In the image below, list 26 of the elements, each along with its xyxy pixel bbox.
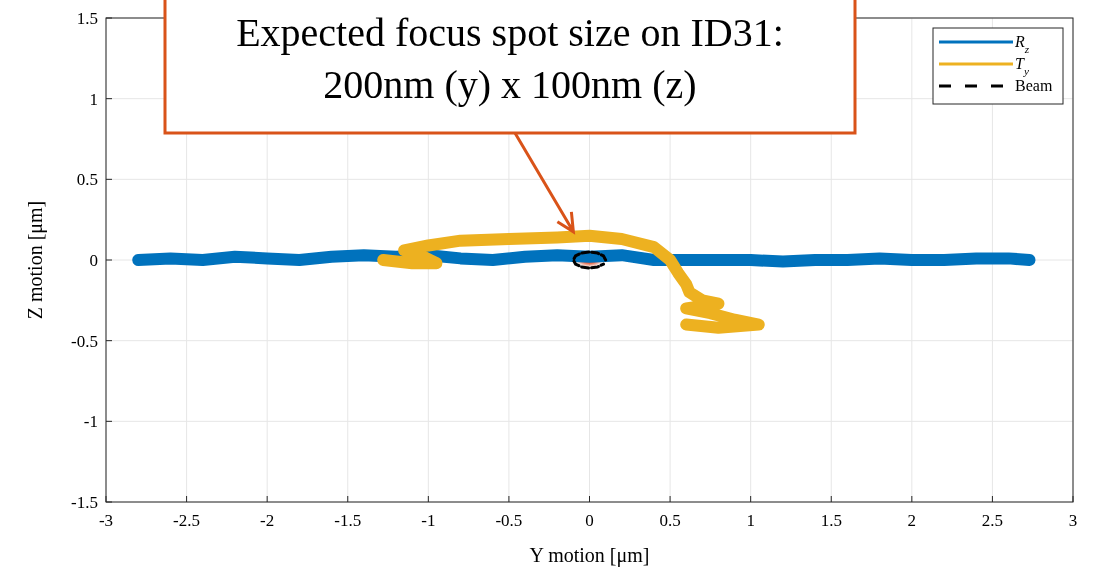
y-tick-label: -1.5 (71, 493, 98, 512)
x-tick-label: -1.5 (334, 511, 362, 530)
x-tick-label: -3 (98, 511, 114, 530)
x-tick-label: 0.5 (659, 511, 681, 530)
y-tick-label: 0 (89, 251, 98, 270)
x-axis-title: Y motion [μm] (529, 544, 650, 567)
x-tick-label: 0 (585, 511, 594, 530)
x-tick-label: -2 (260, 511, 275, 530)
legend-label: Beam (1015, 77, 1053, 94)
annotation: Expected focus spot size on ID31: 200nm (y) x 100nm (z) (236, 10, 784, 107)
x-tick-label: -0.5 (495, 511, 523, 530)
y-tick-label: 1 (89, 89, 98, 109)
x-tick-label: 2 (907, 511, 917, 530)
x-tick-label: -2.5 (173, 511, 201, 530)
legend-label: R$_{z}$ (1014, 33, 1030, 55)
y-tick-label: -0.5 (71, 331, 98, 351)
y-tick-label: 0.5 (76, 170, 98, 190)
y-axis-title: Z motion [μm] (24, 200, 47, 320)
x-tick-label: 3 (1068, 511, 1078, 530)
legend-label: T$_{y}$ (1015, 55, 1029, 77)
x-tick-label: 1.5 (820, 511, 842, 530)
x-tick-label: -1 (421, 511, 436, 530)
y-tick-label: -1 (83, 412, 98, 432)
y-tick-label: 1.5 (76, 9, 98, 28)
x-tick-label: 1 (746, 511, 755, 530)
x-tick-label: 2.5 (981, 511, 1004, 530)
